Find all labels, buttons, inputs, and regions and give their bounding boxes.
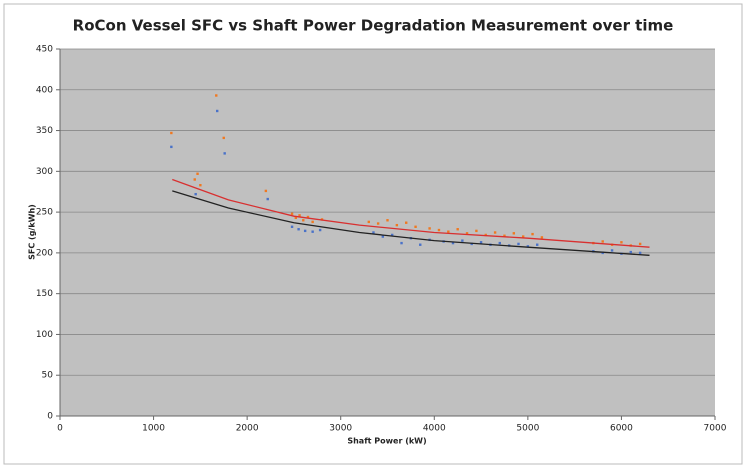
- y-tick-label: 0: [47, 412, 53, 422]
- y-tick-label: 450: [36, 45, 53, 55]
- point: [222, 136, 225, 140]
- point: [298, 214, 301, 217]
- point: [470, 242, 473, 246]
- point: [303, 229, 307, 233]
- point: [610, 249, 614, 252]
- point: [170, 145, 173, 149]
- point: [294, 216, 297, 220]
- y-tick-label: 200: [36, 248, 53, 258]
- point: [395, 223, 399, 227]
- point: [367, 220, 370, 224]
- point: [601, 251, 604, 255]
- point: [264, 189, 268, 193]
- point: [638, 251, 642, 255]
- point: [216, 109, 219, 113]
- point: [381, 235, 385, 238]
- point: [419, 243, 422, 246]
- point: [193, 178, 196, 181]
- point: [620, 241, 623, 244]
- point: [493, 231, 497, 234]
- point: [498, 241, 501, 245]
- point: [638, 242, 642, 246]
- plot-area: [60, 49, 715, 416]
- point: [428, 227, 431, 230]
- point: [540, 236, 544, 239]
- y-tick-label: 150: [36, 289, 53, 299]
- point: [311, 220, 314, 224]
- point: [372, 231, 375, 234]
- point: [170, 131, 173, 135]
- point: [405, 221, 408, 224]
- x-tick-label: 0: [57, 424, 63, 434]
- chart-title: RoCon Vessel SFC vs Shaft Power Degradat…: [73, 17, 674, 35]
- point: [601, 240, 604, 243]
- x-tick-label: 1000: [142, 424, 165, 434]
- y-axis-label: SFC (g/kWh): [28, 204, 37, 260]
- point: [318, 228, 322, 232]
- y-tick-label: 350: [36, 126, 53, 136]
- point: [526, 245, 530, 248]
- point: [194, 192, 197, 196]
- x-axis-label: Shaft Power (kW): [347, 437, 426, 446]
- point: [390, 233, 394, 237]
- point: [266, 197, 269, 201]
- x-tick-label: 7000: [704, 424, 727, 434]
- y-tick-label: 400: [36, 85, 53, 95]
- point: [386, 219, 389, 222]
- x-tick-label: 4000: [423, 424, 446, 434]
- point: [297, 228, 300, 231]
- point: [311, 230, 314, 233]
- point: [447, 230, 450, 233]
- trend-line: [172, 178, 650, 248]
- point: [517, 242, 520, 246]
- point: [512, 232, 516, 235]
- point: [461, 239, 464, 242]
- point: [414, 225, 417, 228]
- point: [475, 229, 478, 233]
- x-tick-label: 2000: [236, 424, 259, 434]
- point: [503, 234, 506, 237]
- point: [199, 183, 202, 187]
- point: [465, 232, 469, 235]
- point: [400, 241, 403, 245]
- point: [302, 219, 305, 222]
- point: [629, 250, 632, 254]
- y-tick-label: 50: [42, 371, 54, 381]
- x-tick-label: 3000: [329, 424, 352, 434]
- point: [536, 243, 539, 246]
- y-tick-label: 100: [36, 330, 53, 340]
- point: [196, 172, 199, 175]
- y-tick-label: 250: [36, 208, 53, 218]
- point: [531, 232, 534, 236]
- trend-line: [172, 190, 650, 256]
- point: [223, 152, 226, 155]
- point: [437, 228, 441, 232]
- point: [484, 233, 487, 237]
- point: [290, 212, 294, 215]
- point: [215, 94, 218, 97]
- x-tick-label: 6000: [610, 424, 633, 434]
- point: [456, 228, 459, 231]
- point: [451, 241, 455, 245]
- point: [521, 235, 525, 238]
- x-tick-label: 5000: [516, 424, 539, 434]
- point: [479, 241, 483, 244]
- y-tick-label: 300: [36, 167, 53, 177]
- point: [290, 225, 294, 228]
- point: [376, 222, 380, 225]
- point: [306, 215, 310, 219]
